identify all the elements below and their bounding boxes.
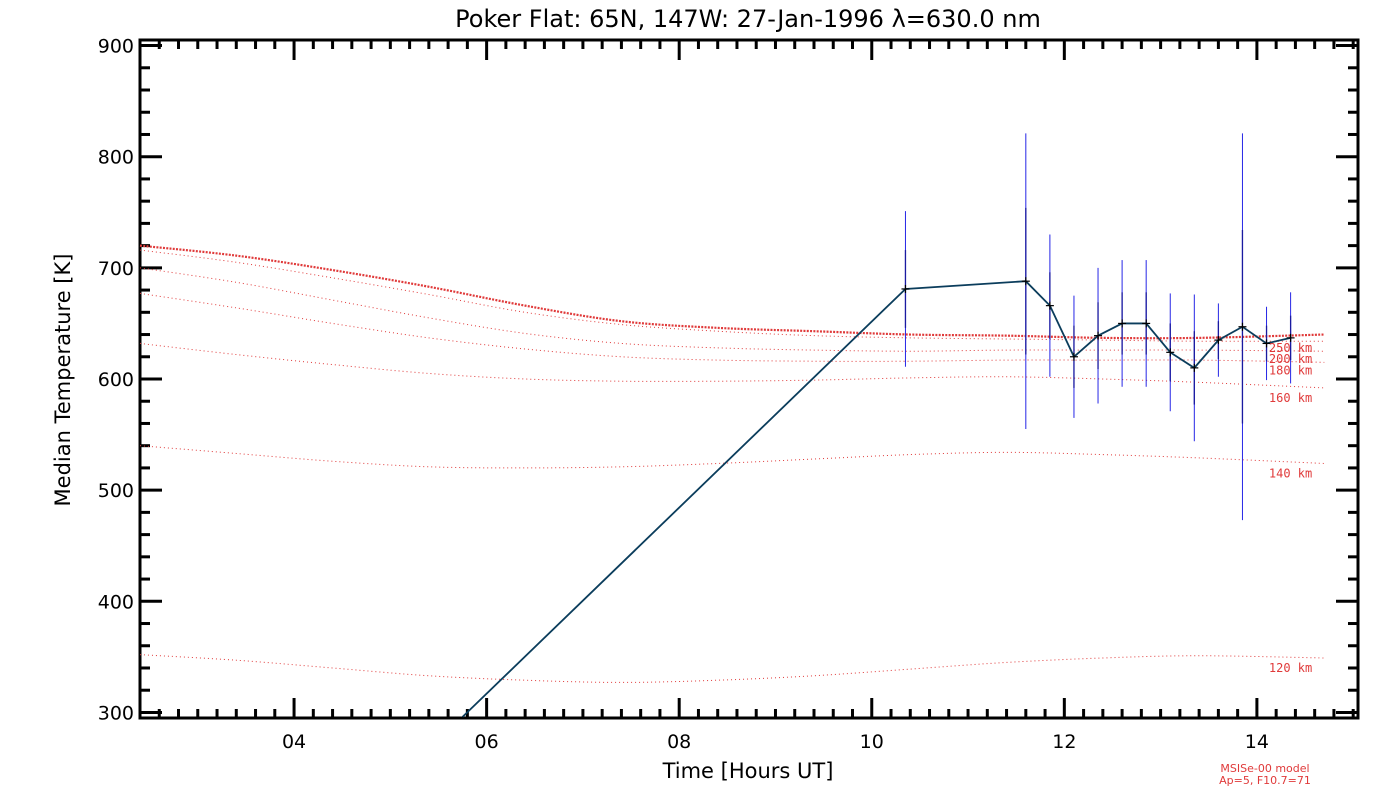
model-note-2: Ap=5, F10.7=71 [1219,774,1311,787]
altitude-label: 140 km [1269,466,1312,480]
x-tick-label: 10 [860,731,884,753]
x-tick-label: 14 [1245,731,1269,753]
altitude-label: 250 km [1269,341,1312,355]
y-tick-label: 800 [98,147,134,169]
y-tick-label: 600 [98,369,134,391]
model-note-1: MSISe-00 model [1220,762,1309,775]
model-curve-top [139,244,1325,340]
x-tick-label: 12 [1052,731,1076,753]
x-tick-label: 06 [475,731,499,753]
x-axis-label: Time [Hours UT] [662,759,834,783]
plot-frame [138,38,1360,720]
y-axis-label: Median Temperature [K] [51,254,75,507]
measured-line [461,280,1291,718]
y-tick-label: 500 [98,480,134,502]
altitude-label: 160 km [1269,391,1312,405]
model-curve [139,654,1325,683]
y-tick-label: 400 [98,591,134,613]
y-tick-label: 300 [98,702,134,724]
plot-frame-rect [138,38,1360,720]
measured-series [461,277,1295,718]
chart-title: Poker Flat: 65N, 147W: 27-Jan-1996 λ=630… [455,5,1041,33]
altitude-label: 180 km [1269,363,1312,377]
y-tick-label: 900 [98,36,134,58]
model-curve [139,267,1325,352]
error-bars [904,133,1292,521]
x-tick-label: 08 [667,731,691,753]
x-tick-label: 04 [282,731,306,753]
tick-labels: 04 06 08 10 12 14 300 400 500 600 700 800 900 [98,36,1269,753]
altitude-label: 200 km [1269,352,1312,366]
altitude-label: 120 km [1269,661,1312,675]
y-tick-label: 700 [98,258,134,280]
model-curves [139,244,1325,683]
